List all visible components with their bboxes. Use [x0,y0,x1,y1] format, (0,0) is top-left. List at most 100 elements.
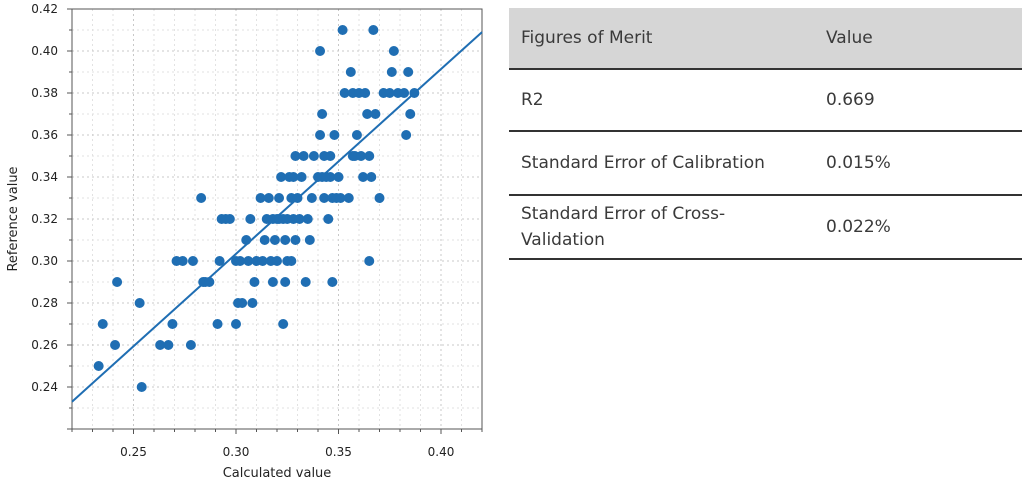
table-header-row: Figures of Merit Value [509,8,1022,70]
data-point [366,172,377,182]
data-point [308,151,319,161]
data-point [247,298,258,308]
data-point [163,340,174,350]
data-point [196,193,207,203]
data-point [403,67,414,77]
data-point [167,319,178,329]
data-point [187,256,198,266]
row-name: Standard Error of Cross-Validation [509,195,814,260]
data-point [315,46,326,56]
data-point [337,25,348,35]
data-point [212,319,223,329]
data-point [134,298,145,308]
data-point [276,172,287,182]
y-tick-label: 0.34 [31,170,58,184]
data-point [300,277,311,287]
data-point [93,361,104,371]
data-point [335,193,346,203]
y-tick-label: 0.30 [31,254,58,268]
y-tick-label: 0.36 [31,128,58,142]
data-point [177,256,188,266]
y-tick-label: 0.38 [31,86,58,100]
data-point [333,172,344,182]
data-point [280,235,291,245]
data-point [204,277,215,287]
data-point [364,256,375,266]
data-point [401,130,412,140]
x-tick-label: 0.25 [120,445,147,459]
data-point [214,256,225,266]
figures-of-merit-table: Figures of Merit Value R2 0.669 Standard… [509,8,1022,260]
data-point [296,172,307,182]
data-point [155,340,166,350]
data-point [235,256,246,266]
data-point [249,277,260,287]
data-point [245,214,256,224]
y-axis-title: Reference value [6,166,21,271]
y-tick-label: 0.28 [31,296,58,310]
data-point [290,151,301,161]
data-point [304,235,315,245]
data-point [257,256,268,266]
table-row: Standard Error of Calibration 0.015% [509,131,1022,196]
data-point [302,214,313,224]
data-point [356,151,367,161]
data-point [329,130,340,140]
header-figures-of-merit: Figures of Merit [509,8,814,70]
table-row: Standard Error of Cross-Validation 0.022… [509,195,1022,260]
x-tick-label: 0.30 [223,445,250,459]
row-value: 0.022% [814,195,1022,260]
data-point [263,193,274,203]
data-point [272,256,282,266]
data-point [241,235,252,245]
data-point [351,130,362,140]
data-point [274,193,285,203]
data-point [224,214,235,224]
data-point [384,88,395,98]
data-points [93,25,420,392]
row-value: 0.015% [814,131,1022,196]
data-point [358,172,369,182]
data-point [231,319,241,329]
axis-ticks: 0.25 0.30 0.35 0.40 0.24 0.26 0.28 0.30 0.32 0.34… [31,2,483,459]
data-point [327,277,338,287]
data-point [319,193,330,203]
data-point [345,67,356,77]
data-point [409,88,420,98]
data-point [386,67,397,77]
data-point [290,235,301,245]
data-point [368,25,379,35]
data-point [343,193,354,203]
header-value: Value [814,8,1022,70]
data-point [237,298,248,308]
data-point [370,109,381,119]
data-point [339,88,350,98]
row-name: R2 [509,69,814,132]
data-point [243,256,254,266]
row-value: 0.669 [814,69,1022,132]
data-point [280,277,291,287]
data-point [323,214,334,224]
data-point [255,193,266,203]
data-point [388,46,399,56]
data-point [399,88,410,98]
row-name: Standard Error of Calibration [509,131,814,196]
data-point [286,256,297,266]
data-point [315,130,326,140]
data-point [185,340,196,350]
data-point [97,319,108,329]
data-point [269,235,280,245]
data-point [112,277,123,287]
data-point [267,277,278,287]
data-point [362,109,373,119]
data-point [136,382,147,392]
x-tick-label: 0.35 [325,445,352,459]
x-axis-title: Calculated value [223,466,332,481]
scatter-chart: 0.25 0.30 0.35 0.40 0.24 0.26 0.28 0.30 0.32 0.34… [6,2,483,481]
y-tick-label: 0.40 [31,44,58,58]
data-point [325,151,336,161]
data-point [360,88,371,98]
data-point [364,151,375,161]
y-tick-label: 0.42 [31,2,58,16]
data-point [259,235,270,245]
